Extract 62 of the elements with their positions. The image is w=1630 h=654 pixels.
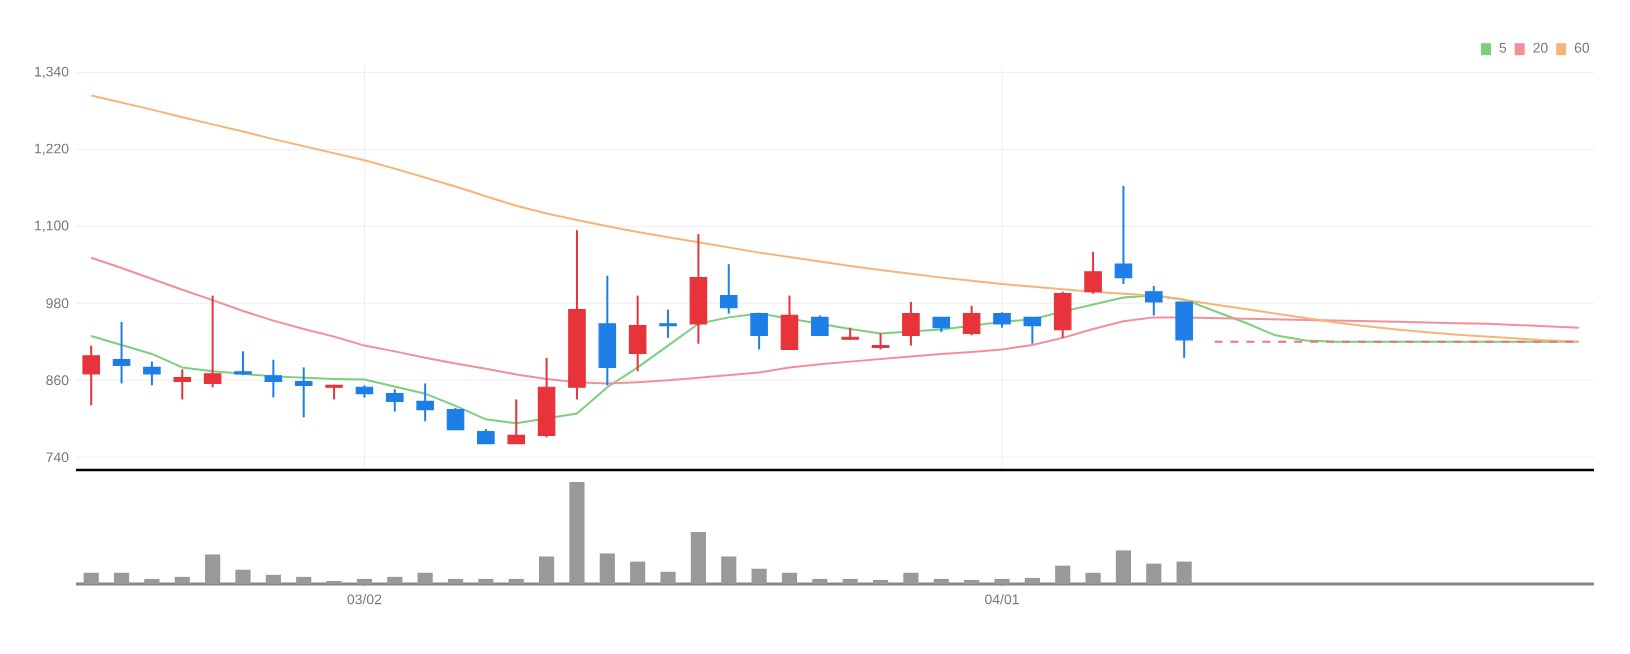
bar	[205, 554, 221, 584]
bar	[721, 556, 737, 584]
candlestick	[719, 263, 738, 315]
bar	[1146, 563, 1162, 584]
candlestick	[416, 382, 434, 423]
bar	[508, 578, 524, 584]
bar	[478, 578, 494, 584]
bar	[781, 572, 798, 584]
candlestick	[264, 358, 283, 399]
candlestick	[1175, 300, 1193, 359]
bar	[447, 578, 464, 584]
candlestick	[628, 294, 647, 373]
bar	[1176, 561, 1192, 584]
candlestick	[902, 300, 920, 347]
bar	[842, 578, 858, 584]
candlestick	[446, 406, 465, 431]
bar	[356, 578, 373, 584]
candlestick	[811, 314, 829, 337]
candlestick	[234, 350, 252, 377]
candlestick	[598, 274, 617, 387]
candlestick	[689, 233, 708, 345]
candlestick	[1114, 184, 1133, 286]
bar	[144, 578, 160, 584]
candlestick	[294, 366, 313, 419]
bar	[812, 578, 828, 584]
candlestick	[143, 360, 161, 387]
bar	[1115, 550, 1132, 584]
candlestick	[1053, 290, 1072, 339]
bar	[1085, 572, 1101, 584]
bar	[1055, 565, 1071, 584]
bar	[903, 572, 919, 584]
bar	[417, 572, 433, 584]
candlestick	[1023, 316, 1042, 345]
bar	[630, 561, 646, 584]
candlestick	[112, 320, 131, 385]
candlestick	[659, 308, 677, 339]
candlestick	[962, 304, 981, 337]
candlestick	[173, 368, 192, 401]
candlestick	[780, 294, 799, 351]
bar	[994, 578, 1010, 584]
bar	[539, 556, 555, 584]
bar	[569, 482, 585, 584]
candlestick	[386, 388, 404, 413]
candlestick	[203, 294, 222, 389]
bar	[387, 576, 403, 584]
candlestick	[82, 344, 100, 407]
bar	[235, 569, 251, 584]
bar	[660, 571, 676, 584]
bar	[751, 568, 767, 584]
bar	[113, 572, 130, 584]
candlestick	[750, 312, 768, 351]
bar	[296, 576, 312, 584]
bar	[83, 572, 99, 584]
bar	[933, 578, 949, 584]
bar	[690, 532, 706, 584]
bar	[1024, 577, 1040, 584]
bar	[599, 553, 615, 584]
candlestick	[1084, 250, 1102, 295]
bar	[174, 576, 190, 584]
candlestick	[507, 398, 526, 445]
candlestick	[1145, 284, 1163, 317]
bar	[265, 574, 281, 584]
